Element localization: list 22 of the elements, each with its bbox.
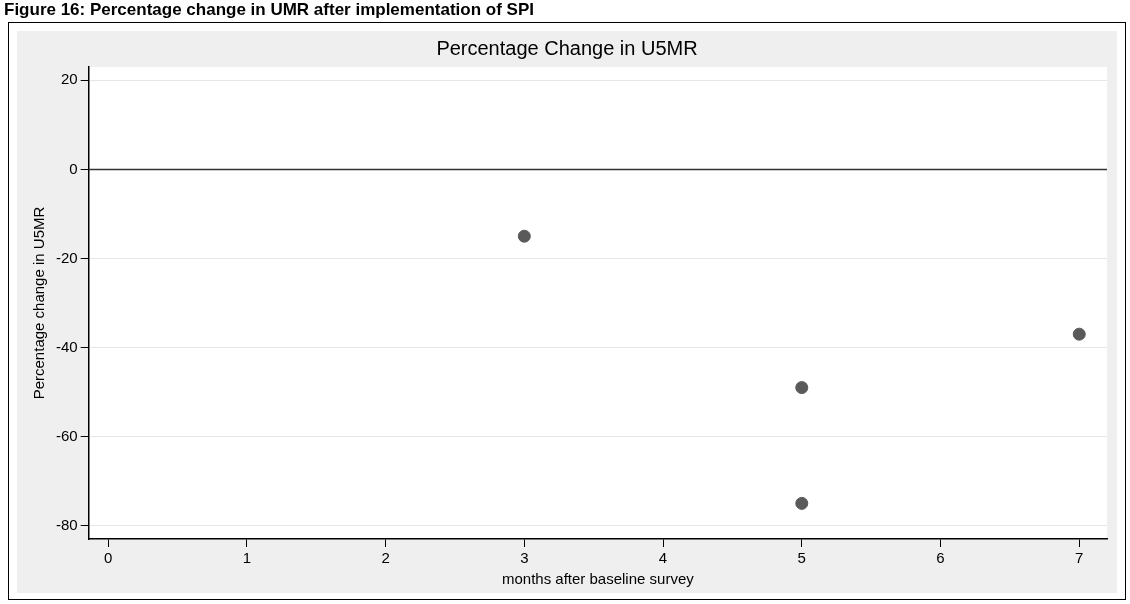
x-tick-label: 0: [103, 549, 113, 567]
x-tick-label: 2: [381, 549, 390, 567]
x-tick-label: 1: [242, 549, 252, 567]
y-tick-label: -20: [55, 248, 78, 266]
x-axis-title: months after baseline survey: [501, 570, 695, 588]
x-tick-label: 7: [1075, 549, 1084, 567]
point: [795, 381, 809, 395]
y-tick-label: 0: [69, 159, 78, 177]
point: [795, 496, 809, 510]
x-tick-label: 6: [936, 549, 945, 567]
y-axis-title: Percentage change in U5MR: [30, 206, 48, 400]
y-tick-label: -60: [55, 426, 78, 444]
x-tick-label: 3: [520, 549, 529, 567]
y-tick-label: 20: [60, 70, 78, 88]
caption: Figure 16: Percentage change in UMR after implementation of SPI: [4, 0, 534, 20]
point: [1072, 327, 1086, 341]
chart-title: Percentage Change in U5MR: [436, 36, 698, 59]
x-tick-label: 5: [797, 549, 806, 567]
point: [517, 229, 531, 243]
y-tick-label: -80: [55, 515, 78, 533]
y-tick-label: -40: [55, 337, 78, 355]
x-tick-label: 4: [658, 549, 668, 567]
